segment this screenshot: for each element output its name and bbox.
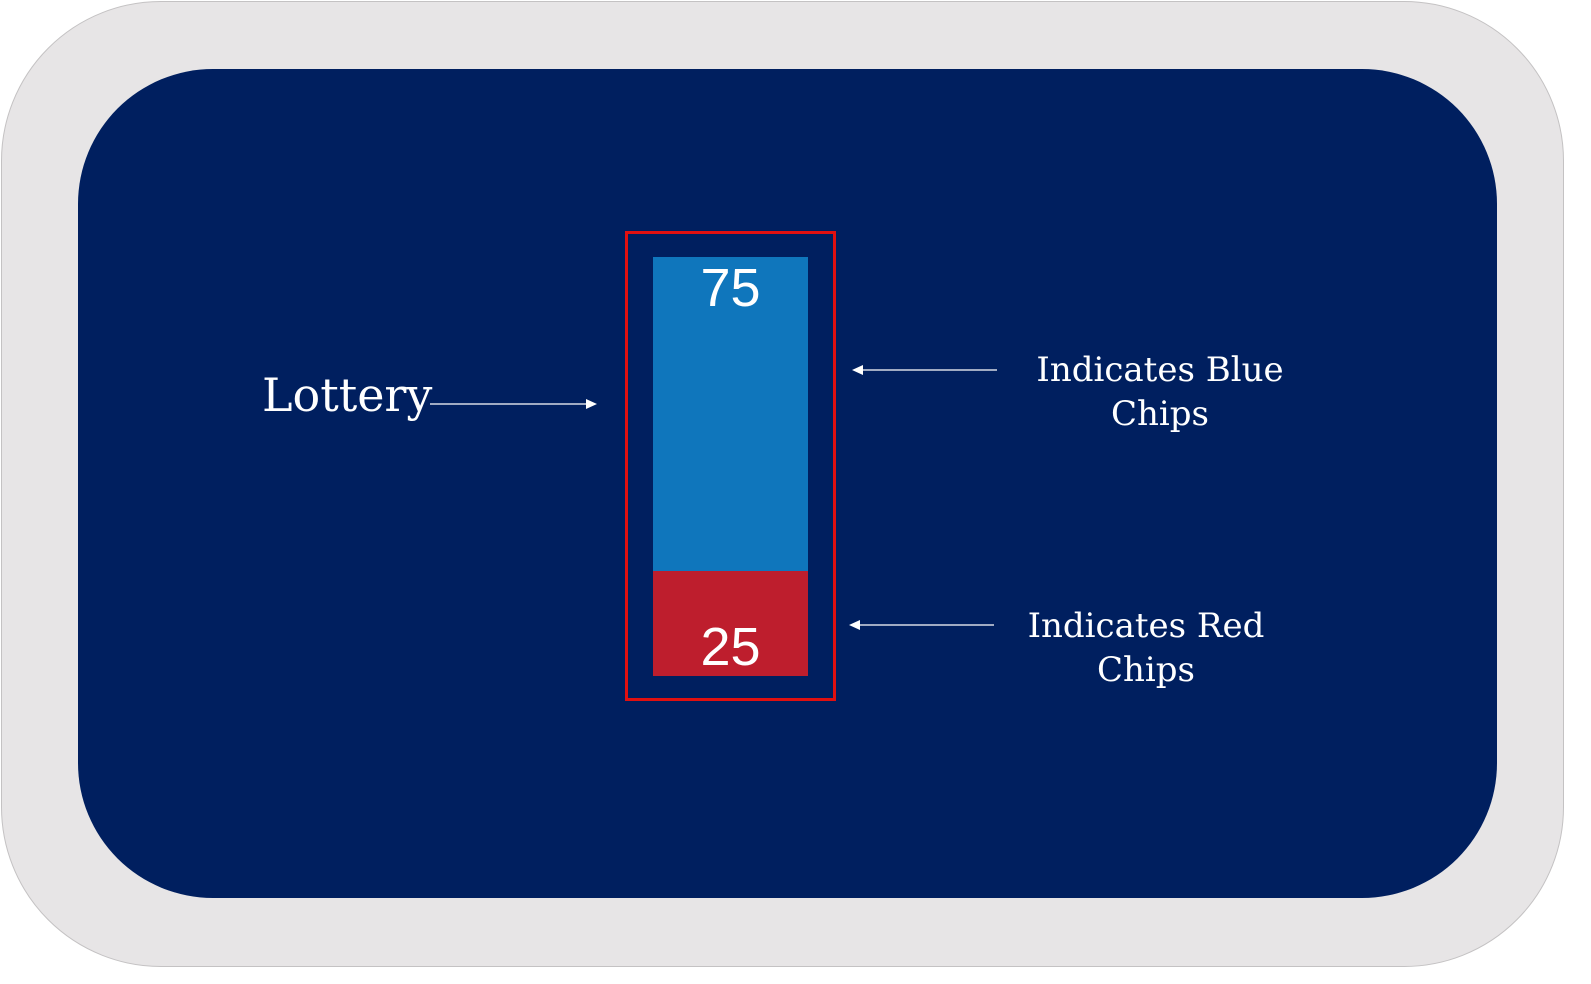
lottery-bar: 75 25 <box>653 257 808 676</box>
lottery-label: Lottery <box>262 368 433 422</box>
red-chips-annotation: Indicates Red Chips <box>1016 604 1276 692</box>
blue-annotation-line-1: Indicates Blue <box>1036 350 1284 390</box>
red-annotation-line-2: Chips <box>1097 650 1195 690</box>
red-annotation-line-1: Indicates Red <box>1027 606 1265 646</box>
blue-chips-segment: 75 <box>653 257 808 572</box>
blue-annotation-line-2: Chips <box>1111 394 1209 434</box>
lottery-highlight-box <box>625 231 836 701</box>
red-chips-segment: 25 <box>653 571 808 676</box>
blue-chips-annotation: Indicates Blue Chips <box>1030 348 1290 436</box>
red-chips-count: 25 <box>700 617 761 677</box>
blue-chips-count: 75 <box>700 258 761 318</box>
